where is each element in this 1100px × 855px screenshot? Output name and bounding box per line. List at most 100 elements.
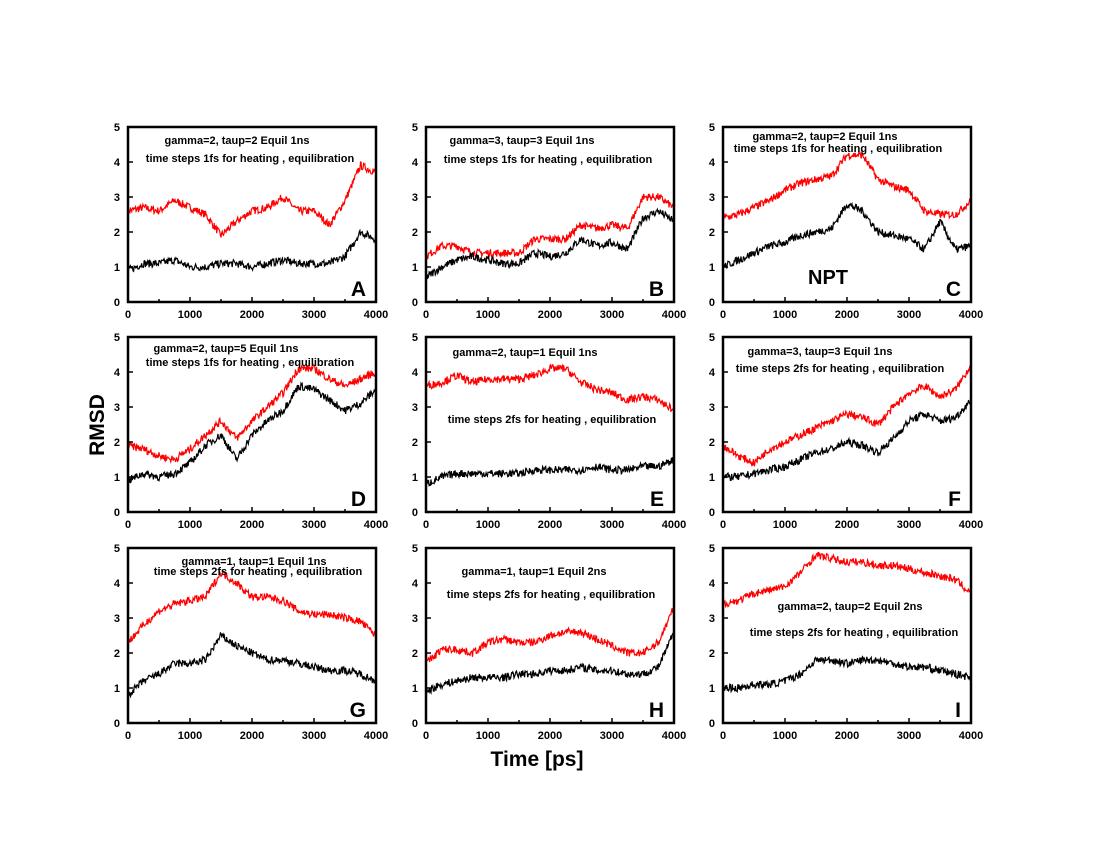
x-tick-label: 1000 xyxy=(476,730,500,742)
annotation-text: gamma=2, taup=2 Equil 1ns xyxy=(165,135,310,147)
y-tick-label: 1 xyxy=(709,262,715,274)
annotation-text: gamma=3, taup=3 Equil 1ns xyxy=(748,346,893,358)
red-rmsd-line xyxy=(425,363,675,414)
x-tick-label: 4000 xyxy=(662,519,686,531)
y-tick-label: 4 xyxy=(709,157,716,169)
black-rmsd-line xyxy=(425,207,675,280)
annotation-text: time steps 2fs for heating , equilibrati… xyxy=(736,363,945,375)
x-tick-label: 1000 xyxy=(178,519,202,531)
panel-letter: A xyxy=(351,278,366,301)
panel-G: 0 1000 2000 3000 4000 0 1 2 3 4 5 gamma=1, taup=1 E… xyxy=(114,543,388,742)
annotation-text: time steps 1fs for heating , equilibrati… xyxy=(146,357,355,369)
x-tick-label: 4000 xyxy=(364,730,388,742)
red-rmsd-line xyxy=(127,161,377,238)
red-rmsd-line xyxy=(127,363,377,465)
x-tick-label: 2000 xyxy=(538,730,562,742)
annotation-text: gamma=3, taup=3 Equil 1ns xyxy=(450,135,595,147)
y-tick-label: 2 xyxy=(114,227,120,239)
y-tick-label: 1 xyxy=(114,262,120,274)
y-tick-label: 2 xyxy=(412,437,418,449)
y-tick-label: 0 xyxy=(709,297,715,309)
annotation-text: time steps 2fs for heating , equilibrati… xyxy=(447,589,656,601)
y-tick-label: 0 xyxy=(709,507,715,519)
x-tick-label: 4000 xyxy=(662,730,686,742)
ensemble-label: NPT xyxy=(808,267,848,289)
x-tick-label: 3000 xyxy=(897,309,921,321)
y-tick-label: 5 xyxy=(114,122,120,134)
y-tick-label: 0 xyxy=(114,507,120,519)
x-tick-label: 4000 xyxy=(959,519,983,531)
x-tick-label: 1000 xyxy=(476,519,500,531)
x-tick-label: 4000 xyxy=(364,309,388,321)
x-tick-label: 0 xyxy=(125,519,131,531)
panel-E: 0 1000 2000 3000 4000 0 1 2 3 4 5 gamma=2, taup=1 E… xyxy=(412,332,686,531)
y-tick-label: 4 xyxy=(114,578,121,590)
y-tick-label: 5 xyxy=(709,332,715,344)
x-tick-label: 2000 xyxy=(538,519,562,531)
black-rmsd-line xyxy=(722,399,972,482)
y-tick-label: 3 xyxy=(412,402,418,414)
y-tick-label: 4 xyxy=(114,157,121,169)
annotation-text: time steps 2fs for heating , equilibrati… xyxy=(154,566,363,578)
x-tick-label: 2000 xyxy=(240,519,264,531)
y-tick-label: 5 xyxy=(709,122,715,134)
x-tick-label: 2000 xyxy=(835,309,859,321)
black-rmsd-line xyxy=(722,201,972,271)
black-rmsd-line xyxy=(425,456,675,487)
panel-I: 0 1000 2000 3000 4000 0 1 2 3 4 5 gamma=2, taup=2 E… xyxy=(709,543,983,742)
x-tick-label: 1000 xyxy=(773,730,797,742)
x-tick-label: 3000 xyxy=(897,519,921,531)
panel-letter: C xyxy=(946,278,961,301)
annotation-text: time steps 2fs for heating , equilibrati… xyxy=(750,627,959,639)
x-tick-label: 4000 xyxy=(662,309,686,321)
y-tick-label: 5 xyxy=(114,332,120,344)
y-tick-label: 4 xyxy=(412,367,419,379)
y-tick-label: 3 xyxy=(114,613,120,625)
x-tick-label: 3000 xyxy=(302,730,326,742)
black-rmsd-line xyxy=(722,655,972,694)
y-tick-label: 4 xyxy=(412,578,419,590)
x-tick-label: 2000 xyxy=(240,309,264,321)
x-tick-label: 1000 xyxy=(178,309,202,321)
y-tick-label: 2 xyxy=(114,437,120,449)
x-tick-label: 1000 xyxy=(476,309,500,321)
red-rmsd-line xyxy=(722,551,972,609)
panel-letter: F xyxy=(948,488,961,511)
y-tick-label: 1 xyxy=(412,683,418,695)
y-tick-label: 3 xyxy=(709,402,715,414)
y-tick-label: 3 xyxy=(709,613,715,625)
annotation-text: gamma=2, taup=5 Equil 1ns xyxy=(154,343,299,355)
x-tick-label: 4000 xyxy=(364,519,388,531)
x-tick-label: 0 xyxy=(720,730,726,742)
y-tick-label: 1 xyxy=(114,683,120,695)
y-tick-label: 0 xyxy=(114,297,120,309)
black-rmsd-line xyxy=(127,631,377,699)
panel-letter: E xyxy=(650,488,664,511)
y-tick-label: 2 xyxy=(114,648,120,660)
x-tick-label: 1000 xyxy=(178,730,202,742)
y-tick-label: 1 xyxy=(412,262,418,274)
annotation-text: time steps 1fs for heating , equilibrati… xyxy=(146,153,355,165)
annotation-text: time steps 1fs for heating , equilibrati… xyxy=(734,143,943,155)
x-axis-label: Time [ps] xyxy=(491,748,584,771)
y-tick-label: 1 xyxy=(709,683,715,695)
annotation-text: gamma=2, taup=1 Equil 1ns xyxy=(453,347,598,359)
panel-H: 0 1000 2000 3000 4000 0 1 2 3 4 5 gamma=1, taup=1 E… xyxy=(412,543,686,742)
y-tick-label: 5 xyxy=(709,543,715,555)
x-tick-label: 0 xyxy=(423,309,429,321)
x-tick-label: 2000 xyxy=(835,519,859,531)
panel-F: 0 1000 2000 3000 4000 0 1 2 3 4 5 gamma=3, taup=3 E… xyxy=(709,332,983,531)
red-rmsd-line xyxy=(425,193,675,261)
y-tick-label: 3 xyxy=(412,613,418,625)
panel-A: 0 1000 2000 3000 4000 0 1 2 3 4 5 gamma=2, taup=2 E… xyxy=(114,122,388,321)
x-tick-label: 0 xyxy=(720,309,726,321)
x-tick-label: 0 xyxy=(125,730,131,742)
y-tick-label: 0 xyxy=(412,297,418,309)
y-tick-label: 1 xyxy=(709,472,715,484)
x-tick-label: 3000 xyxy=(600,309,624,321)
x-tick-label: 2000 xyxy=(240,730,264,742)
y-tick-label: 2 xyxy=(709,648,715,660)
y-tick-label: 3 xyxy=(709,192,715,204)
x-tick-label: 1000 xyxy=(773,519,797,531)
